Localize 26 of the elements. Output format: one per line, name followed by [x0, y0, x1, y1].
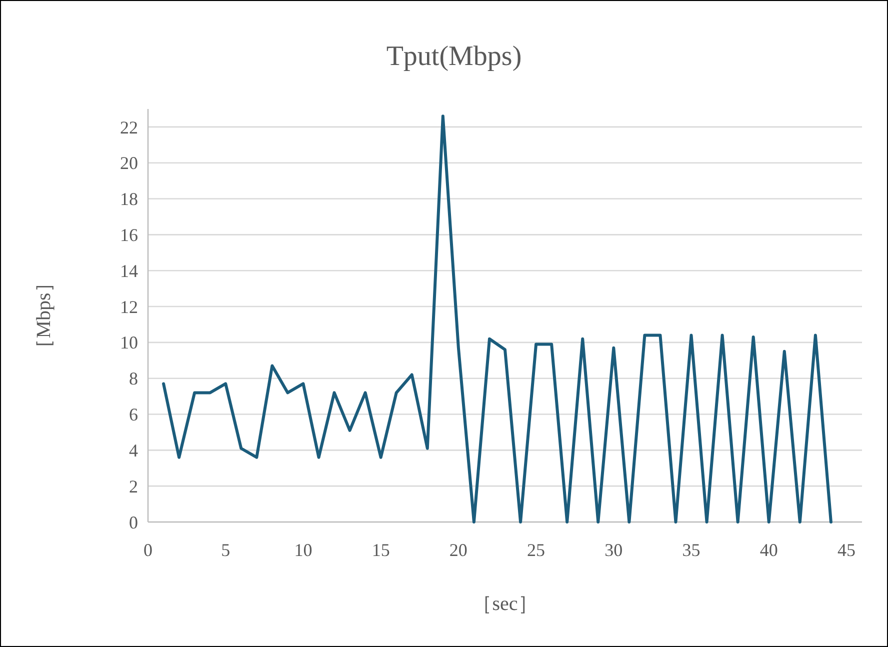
y-tick-label: 10	[120, 332, 138, 353]
y-axis-title: ［Mbps］	[33, 272, 55, 358]
x-tick-label: 15	[372, 540, 390, 560]
x-tick-label: 25	[527, 540, 546, 560]
y-tick-label: 6	[129, 404, 138, 425]
y-tick-label: 2	[129, 476, 138, 496]
y-tick-label: 18	[120, 189, 138, 210]
y-tick-label: 16	[120, 224, 138, 245]
chart-title: Tput(Mbps)	[386, 41, 522, 72]
y-tick-label: 14	[120, 260, 138, 281]
x-tick-label: 0	[144, 540, 152, 560]
x-tick-label: 20	[449, 540, 468, 560]
x-tick-label: 5	[221, 540, 230, 560]
y-tick-label: 0	[129, 512, 138, 532]
y-tick-label: 22	[120, 117, 138, 138]
y-tick-label: 8	[129, 368, 138, 389]
x-tick-label: 40	[760, 540, 778, 560]
x-axis-title: ［sec］	[472, 593, 538, 615]
y-tick-label: 12	[120, 296, 138, 317]
y-tick-label: 4	[129, 440, 138, 460]
x-tick-label: 30	[604, 540, 623, 560]
x-tick-label: 45	[837, 540, 856, 560]
x-tick-label: 35	[682, 540, 700, 560]
line-series	[162, 114, 832, 524]
y-tick-label: 20	[120, 153, 138, 174]
x-tick-label: 10	[294, 540, 312, 560]
